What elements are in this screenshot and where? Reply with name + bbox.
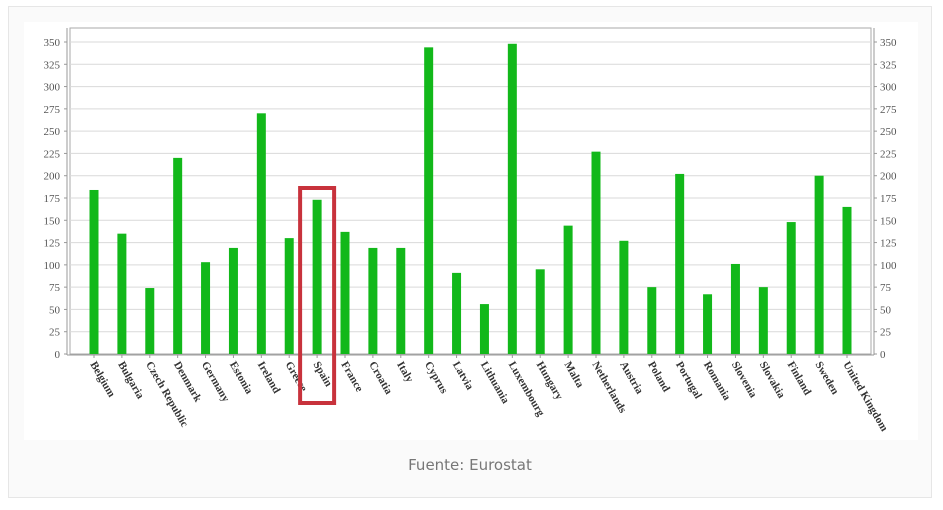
bar <box>535 269 545 354</box>
bar <box>730 263 740 354</box>
y-tick-label-right: 325 <box>880 59 897 71</box>
bar <box>479 304 489 354</box>
x-tick-label: Portugal <box>673 360 704 401</box>
y-tick-label: 175 <box>44 193 61 205</box>
x-tick-label: France <box>338 360 365 395</box>
x-tick-label: Spain <box>311 360 335 389</box>
y-tick-label: 300 <box>44 82 61 94</box>
bar <box>89 189 99 354</box>
highlight-box <box>298 186 337 405</box>
x-tick-label: Hungary <box>534 360 566 403</box>
x-tick-label: Italy <box>394 360 416 385</box>
y-tick-label: 50 <box>49 304 61 316</box>
bar <box>117 233 127 354</box>
x-tick-label: Slovenia <box>729 360 760 401</box>
chart-area <box>24 22 918 440</box>
bar <box>228 247 238 354</box>
bar <box>284 238 294 354</box>
bar <box>814 175 824 354</box>
bar <box>452 272 462 354</box>
figure-caption: Fuente: Eurostat <box>408 456 532 474</box>
bar <box>396 247 406 354</box>
x-tick-label: Greece <box>283 360 310 394</box>
bar <box>424 47 434 354</box>
y-tick-label-right: 50 <box>880 304 892 316</box>
bar <box>619 240 629 354</box>
y-tick-label-right: 75 <box>880 282 892 294</box>
y-tick-label: 100 <box>44 260 61 272</box>
y-tick-label-right: 25 <box>880 327 892 339</box>
y-tick-label: 275 <box>44 104 61 116</box>
bar <box>173 157 183 354</box>
y-tick-label-right: 350 <box>880 37 897 49</box>
bar <box>368 247 378 354</box>
bar <box>647 287 657 354</box>
bar <box>786 222 796 354</box>
bar <box>758 287 768 354</box>
y-tick-label-right: 150 <box>880 215 897 227</box>
x-tick-label: Estonia <box>227 360 255 397</box>
x-tick-label: Poland <box>645 360 672 395</box>
x-tick-label: Cyprus <box>422 360 450 397</box>
bar <box>145 288 155 354</box>
bar <box>507 43 517 354</box>
y-tick-label: 150 <box>44 215 61 227</box>
x-tick-label: Ireland <box>255 360 283 396</box>
bar <box>675 173 685 354</box>
x-tick-label: Croatia <box>366 360 395 397</box>
y-tick-label: 200 <box>44 171 61 183</box>
bar <box>703 294 713 354</box>
x-tick-label: Bulgaria <box>115 360 146 402</box>
bar <box>842 206 852 354</box>
y-tick-label: 75 <box>49 282 61 294</box>
y-tick-label-right: 300 <box>880 82 897 94</box>
x-tick-label: Austria <box>617 360 645 397</box>
x-tick-label: United Kingdom <box>840 360 890 434</box>
x-tick-label: Belgium <box>87 360 117 400</box>
y-tick-label-right: 125 <box>880 238 897 250</box>
x-tick-label: Latvia <box>450 360 476 393</box>
y-tick-label: 0 <box>55 349 61 361</box>
y-tick-label-right: 200 <box>880 171 897 183</box>
y-tick-label-right: 275 <box>880 104 897 116</box>
plot-border <box>69 27 872 355</box>
y-tick-label-right: 0 <box>880 349 886 361</box>
y-tick-label-right: 250 <box>880 126 897 138</box>
y-tick-label: 125 <box>44 238 61 250</box>
x-tick-label: Sweden <box>813 360 841 397</box>
y-tick-label-right: 175 <box>880 193 897 205</box>
x-tick-label: Finland <box>785 360 814 398</box>
y-tick-label-right: 100 <box>880 260 897 272</box>
x-tick-label: Romania <box>701 360 733 403</box>
x-tick-label: Malta <box>562 360 587 391</box>
x-tick-label: Slovakia <box>757 360 788 401</box>
bar <box>563 225 573 354</box>
y-tick-label: 325 <box>44 59 61 71</box>
y-tick-label: 225 <box>44 148 61 160</box>
bar <box>201 262 211 354</box>
bar <box>312 199 322 354</box>
y-tick-label: 350 <box>44 37 61 49</box>
bar <box>256 113 266 354</box>
bar <box>591 151 601 354</box>
bar <box>340 231 350 354</box>
y-tick-label: 25 <box>49 327 61 339</box>
y-tick-label-right: 225 <box>880 148 897 160</box>
y-tick-label: 250 <box>44 126 61 138</box>
